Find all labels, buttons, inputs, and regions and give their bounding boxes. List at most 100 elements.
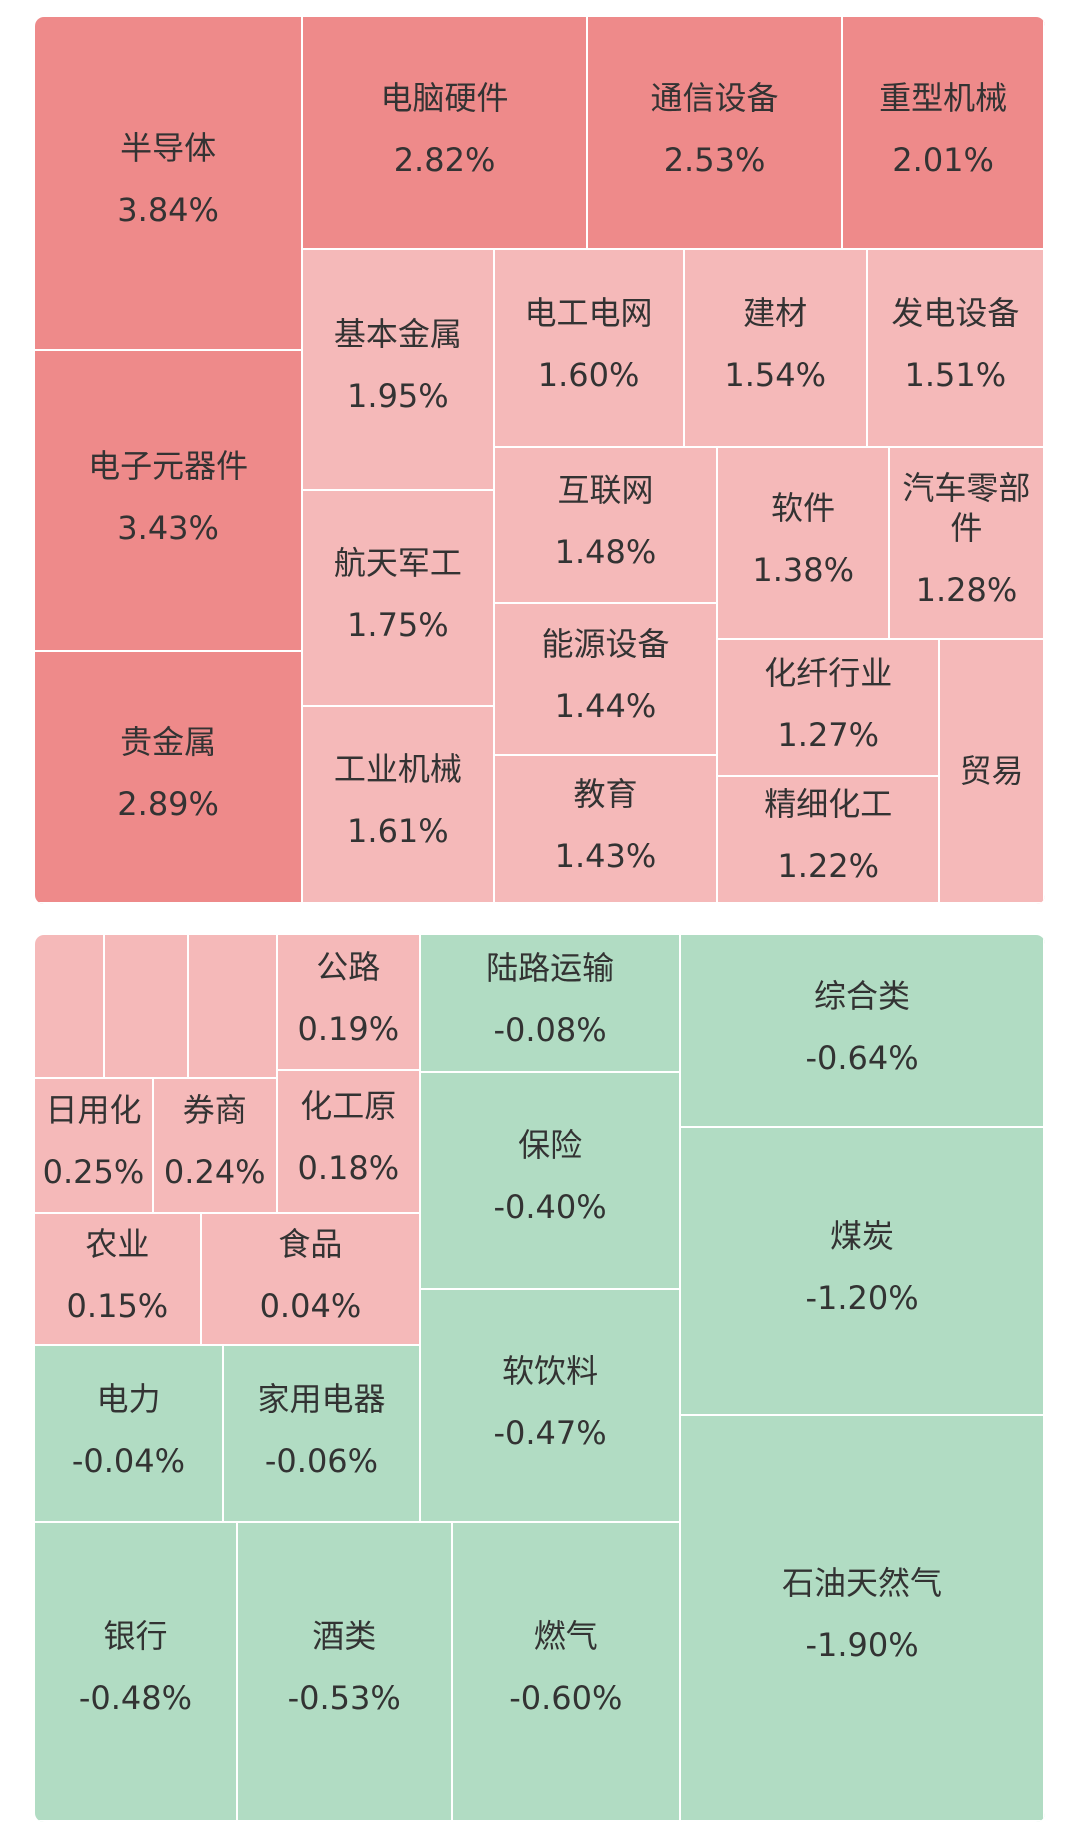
tile-name: 汽车零部件 — [902, 469, 1031, 548]
tile-name: 能源设备 — [541, 624, 670, 663]
tile: 软件 1.38% — [718, 447, 890, 641]
tile-value: -0.08% — [493, 1011, 607, 1050]
tile-name: 电工电网 — [524, 293, 653, 332]
tile-value: 1.54% — [724, 355, 826, 394]
tile-value: 1.51% — [904, 355, 1007, 394]
tile: 陆路运输 -0.08% — [421, 935, 682, 1073]
tile: 软饮料 -0.47% — [421, 1289, 682, 1524]
tile: 化工原 0.18% — [277, 1070, 422, 1215]
tile-name: 软饮料 — [502, 1351, 599, 1390]
tile-value: 0.18% — [297, 1149, 400, 1188]
tile: 家用电器 -0.06% — [223, 1345, 422, 1524]
tile-name: 券商 — [182, 1091, 247, 1130]
tile-name: 互联网 — [557, 470, 654, 509]
tile: 发电设备 1.51% — [867, 249, 1045, 448]
tile-name: 化工原 — [300, 1087, 397, 1126]
tile: 重型机械 2.01% — [843, 17, 1045, 250]
tile-name: 重型机械 — [879, 78, 1008, 117]
tile-value: 0.25% — [42, 1153, 145, 1192]
tile-name: 精细化工 — [764, 785, 893, 824]
tile: 石油天然气 -1.90% — [681, 1415, 1045, 1822]
tile-value: 1.48% — [554, 532, 657, 571]
tile-name: 电脑硬件 — [380, 78, 509, 117]
tile: 银行 -0.48% — [34, 1523, 238, 1822]
tile-value: -1.20% — [805, 1278, 919, 1317]
tile-name: 软件 — [771, 489, 836, 528]
tile-value: 2.82% — [393, 140, 496, 179]
tile-value: 1.28% — [915, 571, 1018, 610]
tile-name: 家用电器 — [257, 1379, 386, 1418]
tile-value: 3.84% — [117, 191, 219, 230]
tile-name: 电子元器件 — [88, 446, 249, 485]
tile-name: 发电设备 — [891, 293, 1020, 332]
tile: 日用化 0.25% — [34, 1078, 154, 1215]
tile: 航天军工 1.75% — [303, 491, 495, 707]
tile-name: 保险 — [518, 1126, 583, 1165]
tile: 煤炭 -1.20% — [681, 1127, 1045, 1416]
tile — [104, 935, 189, 1079]
mixed-panel: 公路 0.19% 日用化 0.25% 券商 0.24% 化工原 0.18% 农业 0.15% 食品 0… — [34, 935, 1045, 1822]
tile — [34, 935, 105, 1079]
tile-value: -1.90% — [805, 1625, 919, 1664]
tile-name: 综合类 — [814, 976, 911, 1015]
tile-value: -0.47% — [493, 1413, 607, 1452]
tile: 电子元器件 3.43% — [34, 351, 304, 652]
tile-value: -0.53% — [287, 1679, 401, 1718]
tile-name: 农业 — [85, 1225, 150, 1263]
tile-name: 酒类 — [312, 1617, 377, 1656]
tile: 农业 0.15% — [34, 1214, 202, 1346]
tile: 电力 -0.04% — [34, 1345, 224, 1524]
tile: 半导体 3.84% — [34, 17, 304, 352]
tile-value: -0.40% — [493, 1188, 607, 1227]
tile-name: 煤炭 — [830, 1216, 895, 1255]
tile: 贵金属 2.89% — [34, 651, 304, 904]
tile: 燃气 -0.60% — [452, 1523, 682, 1822]
tile: 工业机械 1.61% — [303, 706, 495, 904]
tile-value: -0.60% — [509, 1679, 623, 1718]
tile-value: 1.44% — [554, 686, 657, 725]
tile-name: 陆路运输 — [486, 949, 615, 988]
tile: 互联网 1.48% — [494, 447, 719, 605]
tile — [188, 935, 278, 1079]
tile: 酒类 -0.53% — [237, 1523, 453, 1822]
tile-value: 1.95% — [347, 377, 449, 416]
tile: 汽车零部件 1.28% — [889, 447, 1045, 641]
tile-value: 0.15% — [66, 1287, 169, 1325]
tile-name: 建材 — [743, 293, 808, 332]
tile: 通信设备 2.53% — [587, 17, 844, 250]
tile-name: 贵金属 — [120, 722, 217, 761]
tile-name: 基本金属 — [333, 315, 462, 354]
tile-name: 化纤行业 — [764, 653, 893, 692]
tile: 综合类 -0.64% — [681, 935, 1045, 1128]
tile-name: 公路 — [316, 948, 381, 987]
tile-name: 电力 — [96, 1379, 161, 1418]
tile-name: 半导体 — [120, 129, 217, 168]
tile-value: -0.48% — [78, 1679, 193, 1718]
tile-value: -0.64% — [805, 1038, 919, 1077]
tile-name: 教育 — [573, 774, 638, 813]
tile-name: 食品 — [278, 1225, 343, 1263]
tile-value: 1.75% — [347, 605, 449, 644]
tile-value: 1.60% — [537, 355, 640, 394]
tile-value: -0.04% — [71, 1441, 186, 1480]
tile: 贸易 — [940, 640, 1045, 904]
tile: 教育 1.43% — [494, 755, 719, 904]
tile: 能源设备 1.44% — [494, 604, 719, 756]
tile-value: 0.19% — [297, 1010, 400, 1049]
tile: 建材 1.54% — [684, 249, 868, 448]
tile-value: 2.53% — [663, 140, 766, 179]
tile: 公路 0.19% — [277, 935, 422, 1071]
tile: 化纤行业 1.27% — [718, 640, 941, 777]
tile: 电工电网 1.60% — [494, 249, 685, 448]
tile: 精细化工 1.22% — [718, 776, 941, 904]
tile-name: 通信设备 — [650, 78, 779, 117]
tile-name: 石油天然气 — [782, 1563, 943, 1602]
tile: 基本金属 1.95% — [303, 249, 495, 491]
tile-name: 日用化 — [45, 1091, 142, 1130]
tile-name: 工业机械 — [333, 750, 462, 789]
tile-value: 3.43% — [117, 508, 219, 547]
tile-value: 1.61% — [347, 812, 449, 851]
tile-value: 0.04% — [259, 1287, 362, 1325]
tile: 券商 0.24% — [153, 1078, 278, 1215]
